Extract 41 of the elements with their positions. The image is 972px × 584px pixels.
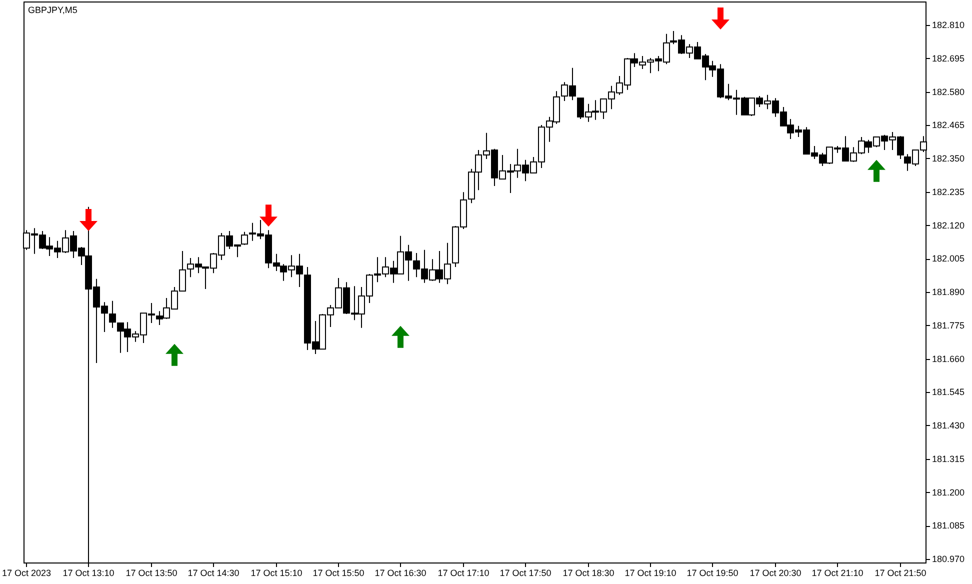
point <box>712 8 730 30</box>
point <box>80 208 98 231</box>
y-tick-label: 181.545 <box>932 387 965 398</box>
point <box>868 160 886 182</box>
y-tick-label: 181.315 <box>932 454 965 464</box>
y-tick-label: 181.775 <box>932 320 965 330</box>
y-tick-label: 182.350 <box>932 154 965 164</box>
y-tick-label: 180.970 <box>932 554 965 564</box>
y-tick-label: 182.810 <box>932 20 965 30</box>
x-tick-label: 17 Oct 2023 <box>2 568 52 578</box>
x-tick-label: 17 Oct 21:50 <box>874 568 926 578</box>
y-tick-label: 181.660 <box>932 354 965 364</box>
x-tick-label: 17 Oct 19:10 <box>624 568 676 578</box>
y-tick-label: 182.235 <box>932 186 965 197</box>
y-tick-label: 181.890 <box>932 287 965 298</box>
y-tick-label: 181.200 <box>932 487 965 498</box>
x-tick-label: 17 Oct 18:30 <box>562 568 614 578</box>
y-tick-label: 182.580 <box>932 86 965 97</box>
x-tick-label: 17 Oct 20:30 <box>750 568 802 578</box>
chart-title: GBPJPY,M5 <box>28 5 78 15</box>
x-tick-label: 17 Oct 19:50 <box>686 568 738 578</box>
candlestick <box>241 231 248 246</box>
x-tick-label: 17 Oct 17:10 <box>438 568 490 578</box>
x-tick-label: 17 Oct 13:50 <box>126 568 178 578</box>
y-tick-label: 182.695 <box>932 53 965 64</box>
x-tick-label: 17 Oct 14:30 <box>188 568 240 578</box>
y-tick-label: 182.005 <box>932 254 965 264</box>
point <box>392 326 410 348</box>
y-tick-label: 181.085 <box>932 520 965 531</box>
point <box>166 344 184 366</box>
y-tick-label: 182.465 <box>932 120 965 130</box>
x-tick-label: 17 Oct 17:50 <box>500 568 552 578</box>
x-tick-label: 17 Oct 21:10 <box>812 568 864 578</box>
x-tick-label: 17 Oct 16:30 <box>374 568 426 578</box>
x-tick-label: 17 Oct 15:50 <box>312 568 364 578</box>
x-tick-label: 17 Oct 15:10 <box>250 568 302 578</box>
candlestick <box>109 300 116 328</box>
x-tick-label: 17 Oct 13:10 <box>62 568 114 578</box>
point <box>260 204 278 227</box>
y-tick-label: 182.120 <box>932 220 965 230</box>
y-tick-label: 181.430 <box>932 420 965 431</box>
